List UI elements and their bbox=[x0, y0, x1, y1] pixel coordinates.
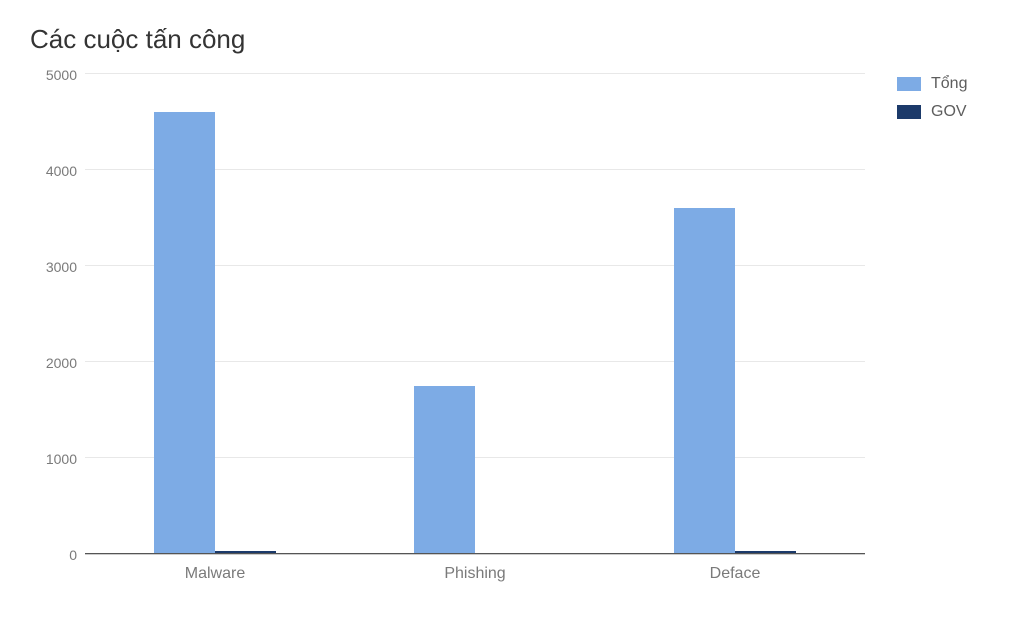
legend-swatch bbox=[897, 77, 921, 91]
x-axis-line bbox=[85, 553, 865, 554]
bars-layer bbox=[85, 75, 865, 554]
y-tick-label: 5000 bbox=[46, 67, 77, 83]
plot-area bbox=[85, 75, 865, 555]
chart-body: 010002000300040005000 MalwarePhishingDef… bbox=[30, 75, 1004, 615]
legend: Tổng GOV bbox=[865, 75, 1004, 615]
x-tick-label: Phishing bbox=[345, 555, 605, 595]
chart-title: Các cuộc tấn công bbox=[30, 24, 1004, 55]
legend-label: GOV bbox=[931, 103, 967, 121]
plot-row: 010002000300040005000 bbox=[30, 75, 865, 555]
y-tick-label: 4000 bbox=[46, 163, 77, 179]
chart-container: Các cuộc tấn công 010002000300040005000 … bbox=[0, 0, 1024, 633]
x-axis: MalwarePhishingDeface bbox=[85, 555, 865, 595]
gridline bbox=[85, 73, 865, 74]
y-tick-label: 2000 bbox=[46, 355, 77, 371]
bar bbox=[414, 386, 475, 554]
legend-item: Tổng bbox=[897, 75, 1004, 93]
y-tick-label: 1000 bbox=[46, 451, 77, 467]
legend-item: GOV bbox=[897, 103, 1004, 121]
x-tick-label: Malware bbox=[85, 555, 345, 595]
legend-label: Tổng bbox=[931, 75, 967, 93]
y-tick-label: 3000 bbox=[46, 259, 77, 275]
bar bbox=[154, 112, 215, 554]
y-tick-label: 0 bbox=[69, 547, 77, 563]
chart-zone: 010002000300040005000 MalwarePhishingDef… bbox=[30, 75, 865, 615]
x-tick-label: Deface bbox=[605, 555, 865, 595]
legend-swatch bbox=[897, 105, 921, 119]
bar bbox=[674, 208, 735, 554]
y-axis: 010002000300040005000 bbox=[30, 75, 85, 555]
